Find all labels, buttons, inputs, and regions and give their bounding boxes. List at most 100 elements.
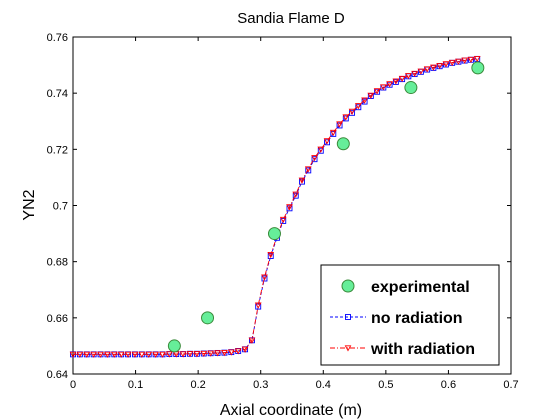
x-tick-label: 0.7 [503, 379, 518, 391]
data-point-with-radiation [461, 57, 469, 64]
data-point-with-radiation [193, 351, 201, 358]
y-tick-label: 0.66 [47, 313, 68, 325]
axes: 0 0.1 0.2 0.3 0.4 0.5 0.6 0.7 0.64 0.66 0.68 0.7 0.7… [47, 32, 519, 391]
data-point-with-radiation [267, 251, 275, 259]
data-point-with-radiation [179, 351, 187, 358]
data-point-with-radiation [392, 78, 400, 85]
data-point-with-radiation [200, 350, 208, 358]
data-point-with-radiation [398, 75, 406, 83]
data-point-with-radiation [145, 351, 153, 358]
data-point-no-radiation [355, 104, 362, 111]
data-point-with-radiation [97, 351, 104, 358]
legend-item-with-radiation: with radiation [330, 341, 475, 358]
data-point-with-radiation [152, 351, 159, 358]
data-point-with-radiation [117, 351, 125, 358]
data-point-with-radiation [241, 346, 249, 353]
y-axis-label: YN2 [21, 189, 38, 220]
data-point-no-radiation [280, 217, 287, 224]
data-point-with-radiation [76, 351, 84, 358]
data-point-no-radiation [349, 109, 356, 116]
legend-marker-experimental [341, 279, 355, 293]
data-point-no-radiation [342, 115, 349, 122]
plot-frame [72, 36, 512, 375]
data-point-with-radiation [436, 62, 444, 70]
x-tick-label: 0.2 [190, 379, 205, 391]
data-point-with-radiation [292, 191, 300, 198]
x-tick-label: 0.6 [441, 379, 456, 391]
data-point-with-radiation [342, 114, 350, 121]
data-point-with-radiation [279, 216, 287, 224]
legend-item-no-radiation: no radiation [330, 310, 463, 327]
data-point-no-radiation [311, 156, 318, 163]
data-point-with-radiation [286, 204, 293, 211]
data-point-with-radiation [411, 70, 418, 78]
data-point-with-radiation [417, 68, 425, 75]
data-point-no-radiation [330, 130, 337, 137]
data-point-experimental [167, 339, 181, 353]
legend-marker-with-radiation [344, 345, 352, 352]
data-point-with-radiation [261, 274, 268, 281]
series-with-radiation [69, 55, 481, 358]
x-tick-label: 0.4 [316, 379, 331, 391]
data-point-with-radiation [298, 177, 306, 184]
legend-marker-no-radiation [345, 314, 351, 320]
x-tick-label: 0.1 [128, 379, 143, 391]
data-point-with-radiation [234, 348, 242, 355]
data-point-with-radiation [354, 103, 362, 110]
series-experimental [167, 61, 485, 353]
data-point-with-radiation [317, 146, 325, 153]
y-tick-label: 0.7 [53, 201, 68, 213]
data-point-no-radiation [305, 167, 312, 174]
data-point-experimental [404, 81, 418, 95]
data-point-no-radiation [336, 122, 343, 129]
data-point-with-radiation [473, 55, 481, 63]
data-point-with-radiation [131, 351, 139, 358]
data-point-no-radiation [324, 139, 330, 146]
data-point-with-radiation [110, 351, 118, 358]
series-layer [69, 55, 485, 358]
data-point-with-radiation [90, 351, 98, 358]
series-line-with-radiation [73, 58, 478, 355]
legend-item-experimental: experimental [341, 279, 470, 296]
data-point-with-radiation [104, 351, 111, 358]
data-point-with-radiation [248, 337, 256, 344]
data-point-no-radiation [299, 178, 305, 185]
x-tick-label: 0.3 [253, 379, 268, 391]
data-point-with-radiation [304, 166, 312, 173]
data-point-no-radiation [261, 275, 268, 282]
data-point-with-radiation [254, 302, 262, 309]
data-point-with-radiation [83, 351, 91, 358]
data-point-with-radiation [379, 84, 387, 91]
data-point-no-radiation [317, 147, 324, 154]
x-tick-label: 0 [70, 379, 76, 391]
data-point-with-radiation [373, 88, 381, 95]
data-point-with-radiation [367, 92, 375, 99]
x-axis-label: Axial coordinate (m) [220, 402, 362, 419]
x-tick-label: 0.5 [378, 379, 393, 391]
data-point-with-radiation [455, 58, 462, 65]
y-tick-label: 0.72 [47, 144, 68, 156]
legend: experimental no radiation with radiation [320, 264, 500, 366]
y-tick-label: 0.74 [47, 88, 68, 100]
data-point-with-radiation [214, 350, 221, 357]
y-tick-label: 0.76 [47, 32, 68, 44]
chart-title: Sandia Flame D [237, 10, 345, 27]
data-point-with-radiation [166, 351, 173, 358]
data-point-with-radiation [348, 108, 356, 115]
data-point-with-radiation [221, 350, 228, 357]
data-point-with-radiation [448, 59, 456, 67]
y-tick-label: 0.68 [47, 257, 68, 269]
data-point-with-radiation [207, 350, 215, 357]
data-point-experimental [267, 227, 281, 241]
data-point-experimental [471, 61, 485, 75]
data-point-with-radiation [386, 81, 393, 88]
data-point-with-radiation [361, 97, 368, 104]
data-point-with-radiation [323, 138, 331, 145]
data-point-no-radiation [286, 205, 293, 212]
data-point-with-radiation [186, 351, 194, 358]
y-tick-label: 0.64 [47, 369, 68, 381]
legend-label-with-radiation: with radiation [370, 341, 475, 358]
data-point-with-radiation [329, 129, 337, 137]
data-point-with-radiation [159, 351, 166, 358]
